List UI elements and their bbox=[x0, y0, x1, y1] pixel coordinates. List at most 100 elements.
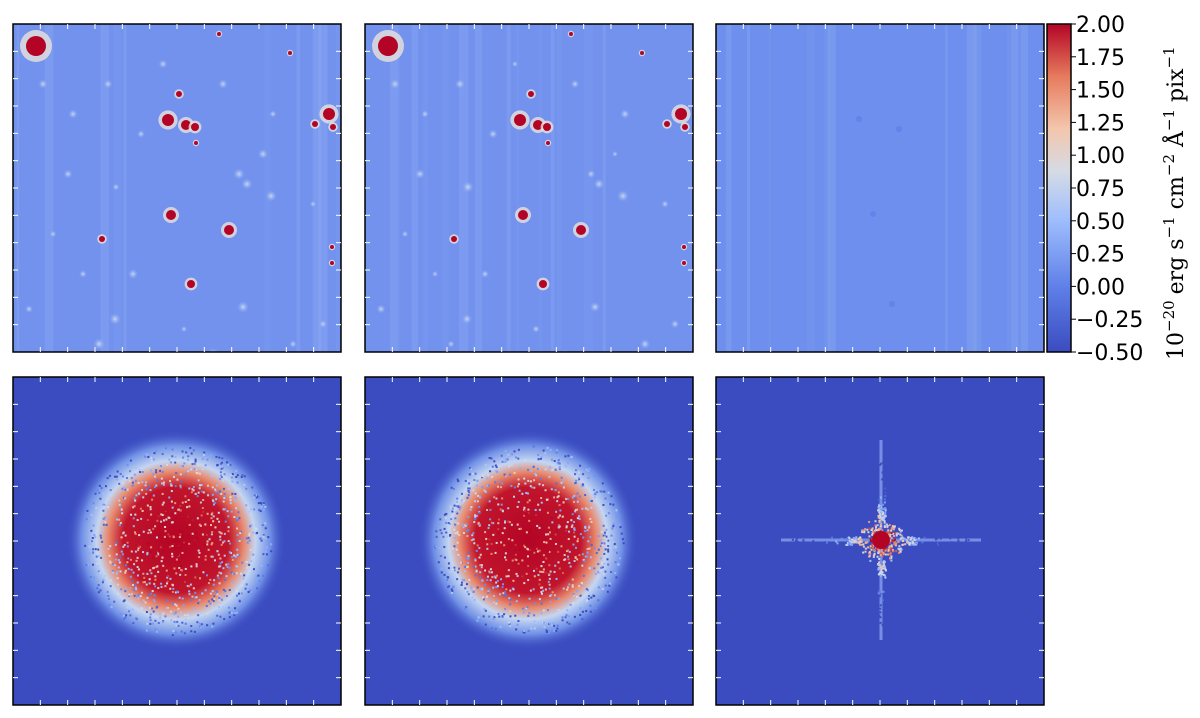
noise-pixel bbox=[164, 584, 167, 587]
noise-pixel bbox=[608, 582, 611, 585]
bright-source bbox=[640, 51, 644, 55]
noise-pixel bbox=[863, 530, 866, 533]
noise-pixel bbox=[477, 616, 480, 619]
noise-pixel bbox=[517, 478, 520, 481]
noise-pixel bbox=[579, 613, 582, 616]
noise-pixel bbox=[181, 621, 184, 624]
noise-pixel bbox=[130, 477, 133, 480]
noise-pixel bbox=[212, 520, 215, 523]
noise-pixel bbox=[201, 457, 204, 460]
faint-source bbox=[488, 129, 498, 139]
stripe bbox=[583, 24, 594, 352]
noise-pixel bbox=[141, 559, 144, 562]
noise-pixel bbox=[888, 524, 891, 527]
noise-pixel bbox=[219, 595, 222, 598]
noise-pixel bbox=[176, 478, 179, 481]
noise-pixel bbox=[264, 522, 267, 525]
noise-pixel bbox=[238, 517, 241, 520]
noise-pixel bbox=[579, 594, 582, 597]
noise-pixel bbox=[194, 576, 197, 579]
noise-pixel bbox=[554, 533, 557, 536]
noise-pixel bbox=[455, 547, 458, 550]
noise-pixel bbox=[218, 565, 221, 568]
noise-pixel bbox=[167, 574, 170, 577]
noise-pixel bbox=[184, 472, 187, 475]
noise-pixel bbox=[173, 612, 176, 615]
noise-pixel bbox=[540, 592, 543, 595]
noise-pixel bbox=[170, 500, 173, 503]
bright-source bbox=[518, 210, 528, 220]
noise-pixel bbox=[253, 508, 256, 511]
noise-pixel bbox=[581, 483, 584, 486]
noise-pixel bbox=[212, 583, 215, 586]
noise-pixel bbox=[190, 491, 193, 494]
noise-pixel bbox=[481, 587, 484, 590]
faint-source bbox=[68, 109, 78, 119]
noise-pixel bbox=[465, 605, 468, 608]
noise-pixel bbox=[187, 533, 190, 536]
noise-pixel bbox=[533, 614, 536, 617]
noise-pixel bbox=[170, 619, 173, 622]
noise-pixel bbox=[443, 527, 446, 530]
noise-pixel bbox=[191, 519, 194, 522]
noise-pixel bbox=[146, 572, 149, 575]
noise-pixel bbox=[525, 513, 528, 516]
noise-pixel bbox=[222, 479, 225, 482]
noise-pixel bbox=[131, 608, 134, 611]
noise-pixel bbox=[911, 540, 914, 543]
panel-image bbox=[365, 377, 693, 705]
noise-pixel bbox=[162, 483, 165, 486]
noise-pixel bbox=[146, 542, 149, 545]
noise-pixel bbox=[607, 548, 610, 551]
noise-pixel bbox=[536, 467, 539, 470]
noise-pixel bbox=[218, 571, 221, 574]
noise-pixel bbox=[96, 536, 99, 539]
noise-pixel bbox=[549, 594, 552, 597]
noise-pixel bbox=[114, 558, 117, 561]
faint-source bbox=[180, 325, 188, 333]
noise-pixel bbox=[216, 517, 219, 520]
noise-pixel bbox=[188, 523, 191, 526]
noise-pixel bbox=[868, 527, 871, 530]
noise-pixel bbox=[560, 481, 563, 484]
noise-pixel bbox=[86, 509, 89, 512]
noise-pixel bbox=[913, 539, 916, 542]
noise-pixel bbox=[186, 506, 189, 509]
noise-pixel bbox=[464, 524, 467, 527]
bright-source bbox=[569, 32, 573, 36]
noise-pixel bbox=[879, 510, 882, 513]
noise-pixel bbox=[170, 461, 173, 464]
noise-pixel bbox=[922, 539, 925, 542]
noise-pixel bbox=[450, 591, 453, 594]
noise-pixel bbox=[156, 565, 159, 568]
noise-pixel bbox=[476, 544, 479, 547]
noise-pixel bbox=[590, 566, 593, 569]
noise-pixel bbox=[214, 502, 217, 505]
noise-pixel bbox=[220, 492, 223, 495]
noise-pixel bbox=[796, 536, 799, 539]
stripe bbox=[1020, 24, 1028, 352]
noise-pixel bbox=[468, 491, 471, 494]
noise-pixel bbox=[190, 630, 193, 633]
noise-pixel bbox=[544, 489, 547, 492]
noise-pixel bbox=[228, 567, 231, 570]
noise-pixel bbox=[848, 543, 851, 546]
noise-pixel bbox=[605, 535, 608, 538]
noise-pixel bbox=[882, 551, 885, 554]
noise-pixel bbox=[223, 532, 226, 535]
noise-pixel bbox=[115, 478, 118, 481]
noise-pixel bbox=[556, 461, 559, 464]
noise-pixel bbox=[177, 607, 180, 610]
noise-pixel bbox=[154, 525, 157, 528]
faint-source bbox=[38, 79, 48, 89]
noise-pixel bbox=[540, 501, 543, 504]
noise-pixel bbox=[548, 583, 551, 586]
noise-pixel bbox=[601, 561, 604, 564]
noise-pixel bbox=[593, 547, 596, 550]
noise-pixel bbox=[582, 473, 585, 476]
noise-pixel bbox=[539, 586, 542, 589]
noise-pixel bbox=[185, 526, 188, 529]
noise-pixel bbox=[489, 568, 492, 571]
noise-pixel bbox=[872, 556, 875, 559]
faint-source bbox=[237, 301, 249, 313]
